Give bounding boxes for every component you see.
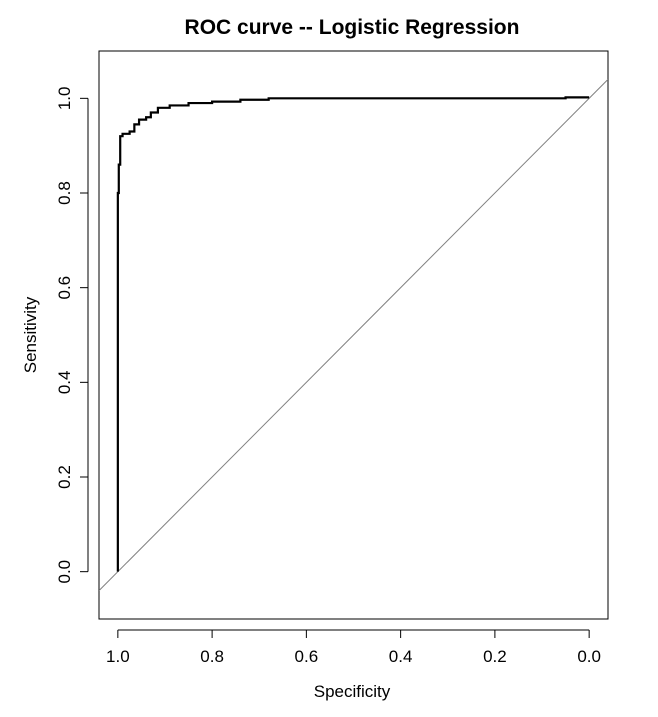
series-layer — [116, 96, 590, 572]
x-tick-label: 0.8 — [200, 647, 224, 666]
y-axis: 0.0 0.2 0.4 0.6 0.8 1.0 — [55, 87, 89, 584]
x-tick-label: 0.6 — [295, 647, 319, 666]
reference-diagonal-layer — [99, 79, 608, 591]
x-tick-label: 0.0 — [577, 647, 601, 666]
y-tick-label: 0.0 — [55, 560, 74, 584]
y-tick-label: 1.0 — [55, 87, 74, 111]
plot-frame — [98, 50, 609, 620]
y-axis-label: Sensitivity — [21, 296, 40, 373]
chart-title: ROC curve -- Logistic Regression — [185, 16, 520, 39]
x-axis-label: Specificity — [314, 682, 391, 701]
x-tick-label: 1.0 — [106, 647, 130, 666]
y-tick-label: 0.4 — [55, 371, 74, 395]
x-axis: 1.0 0.8 0.6 0.4 0.2 0.0 — [106, 629, 601, 666]
y-tick-label: 0.6 — [55, 276, 74, 300]
x-tick-label: 0.4 — [389, 647, 413, 666]
y-tick-label: 0.2 — [55, 465, 74, 489]
reference-diagonal-line — [99, 79, 608, 591]
roc-curve-line — [116, 96, 590, 572]
y-tick-label: 0.8 — [55, 181, 74, 205]
x-tick-label: 0.2 — [483, 647, 507, 666]
